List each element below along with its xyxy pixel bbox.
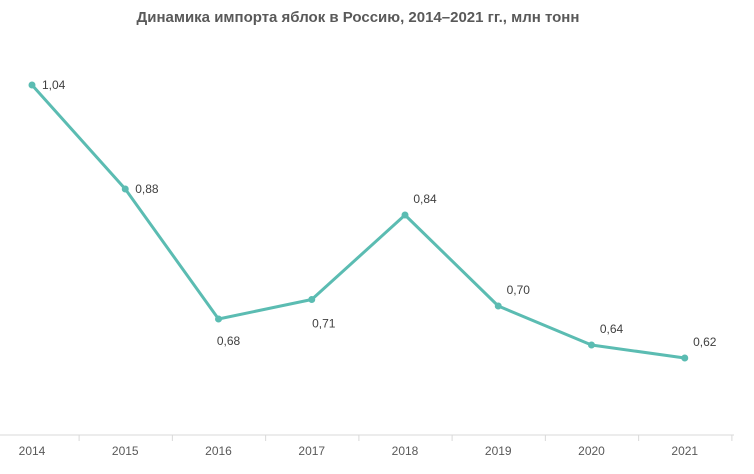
data-label-2014: 1,04 — [42, 78, 66, 92]
series-line-layer — [30, 83, 687, 360]
data-label-2017: 0,71 — [312, 317, 336, 331]
data-label-2019: 0,70 — [507, 283, 531, 297]
x-tick-label-2017: 2017 — [298, 444, 325, 458]
data-label-2016: 0,68 — [217, 334, 241, 348]
chart-title: Динамика импорта яблок в Россию, 2014–20… — [136, 9, 580, 26]
data-label-layer: 1,04 0,88 0,68 0,71 0,84 0,70 0,64 0,62 — [42, 78, 717, 349]
x-tick-label-2020: 2020 — [578, 444, 605, 458]
data-point-2018 — [401, 211, 409, 219]
x-tick-label-2016: 2016 — [205, 444, 232, 458]
x-tick-label-2019: 2019 — [485, 444, 512, 458]
x-tick-label-2018: 2018 — [392, 444, 419, 458]
series-point-layer — [28, 81, 689, 362]
data-point-2016 — [215, 315, 222, 323]
data-point-2021 — [681, 354, 689, 362]
x-axis — [0, 434, 734, 441]
x-tick-label-2014: 2014 — [19, 444, 46, 458]
data-point-2017 — [308, 296, 316, 303]
data-point-2015 — [121, 185, 129, 193]
data-point-2020 — [588, 341, 595, 349]
data-label-2020: 0,64 — [600, 322, 624, 336]
data-point-2019 — [494, 302, 502, 310]
x-tick-label-2015: 2015 — [112, 444, 139, 458]
data-label-2015: 0,88 — [135, 182, 159, 196]
x-tick-layer: 2014 2015 2016 2017 2018 2019 2020 2021 — [19, 444, 699, 458]
data-point-2014 — [28, 81, 36, 89]
data-label-2021: 0,62 — [693, 335, 717, 349]
series-line — [30, 83, 687, 360]
x-tick-label-2021: 2021 — [671, 444, 698, 458]
data-label-2018: 0,84 — [413, 192, 437, 206]
